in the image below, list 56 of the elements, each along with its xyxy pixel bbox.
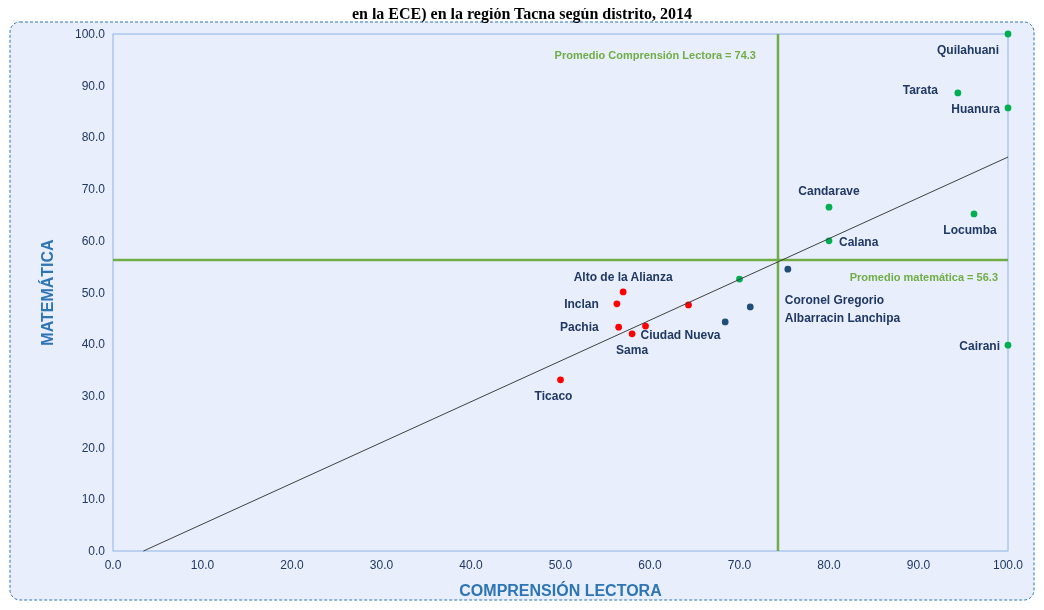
annotation: Quilahuani <box>936 43 999 57</box>
y-tick-label: 100.0 <box>74 27 106 41</box>
annotation: Coronel Gregorio Albarracin Lanchipa <box>784 293 901 326</box>
x-tick-label: 50.0 <box>548 558 573 572</box>
point <box>746 303 754 311</box>
point <box>784 265 792 273</box>
point <box>613 300 621 308</box>
y-tick-label: 70.0 <box>81 182 106 197</box>
point <box>954 89 962 97</box>
y-tick-label: 50.0 <box>81 285 106 300</box>
annotation: Tarata <box>902 82 939 97</box>
y-tick-label: 30.0 <box>81 388 106 403</box>
annotation: Pachia <box>559 320 599 335</box>
point <box>619 288 627 296</box>
y-axis-title: MATEMÁTICA <box>38 238 56 346</box>
annotation: Huanura <box>951 101 1001 116</box>
x-tick-label: 30.0 <box>369 558 394 572</box>
point <box>970 210 978 218</box>
annotation: Alto de la Alianza <box>573 269 673 284</box>
x-tick-label: 60.0 <box>638 558 662 572</box>
x-tick-label: 20.0 <box>280 558 304 572</box>
x-tick-label: 40.0 <box>459 558 483 572</box>
annotation: Candarave <box>798 184 860 199</box>
y-tick-label: 40.0 <box>81 337 106 352</box>
y-tick-label: 10.0 <box>81 492 106 507</box>
annotation: Cairani <box>959 339 1000 354</box>
point <box>1004 341 1012 349</box>
y-tick-label: 90.0 <box>81 78 106 93</box>
x-axis-title: COMPRENSIÓN LECTORA <box>459 581 663 599</box>
x-tick-label: 0.0 <box>104 558 122 572</box>
annotation: Ticaco <box>534 388 573 403</box>
x-tick-label: 90.0 <box>906 558 931 572</box>
ref-line-label: Promedio Comprensión Lectora = 74.3 <box>554 49 756 61</box>
point <box>721 318 729 326</box>
x-tick-label: 10.0 <box>190 558 215 572</box>
annotation: Calana <box>839 234 879 249</box>
point <box>825 203 833 211</box>
point <box>615 323 623 331</box>
annotation: Locumba <box>943 222 997 237</box>
point <box>1004 30 1012 38</box>
x-tick-label: 100.0 <box>992 558 1024 572</box>
point <box>1004 104 1012 112</box>
annotation: Inclan <box>564 296 599 311</box>
point <box>642 322 649 330</box>
chart-title: en la ECE) en la región Tacna según distrito, 2014 <box>351 5 693 23</box>
y-tick-label: 60.0 <box>81 233 106 248</box>
point <box>557 376 564 384</box>
ref-line-label: Promedio matemática = 56.3 <box>849 270 998 283</box>
annotation: Ciudad Nueva <box>640 328 721 343</box>
y-tick-label: 0.0 <box>88 544 106 558</box>
x-tick-label: 70.0 <box>727 558 752 572</box>
y-tick-label: 20.0 <box>81 440 106 455</box>
annotation: Sama <box>616 342 649 357</box>
x-tick-label: 80.0 <box>817 558 841 572</box>
point <box>628 330 636 338</box>
y-tick-label: 80.0 <box>81 130 106 145</box>
